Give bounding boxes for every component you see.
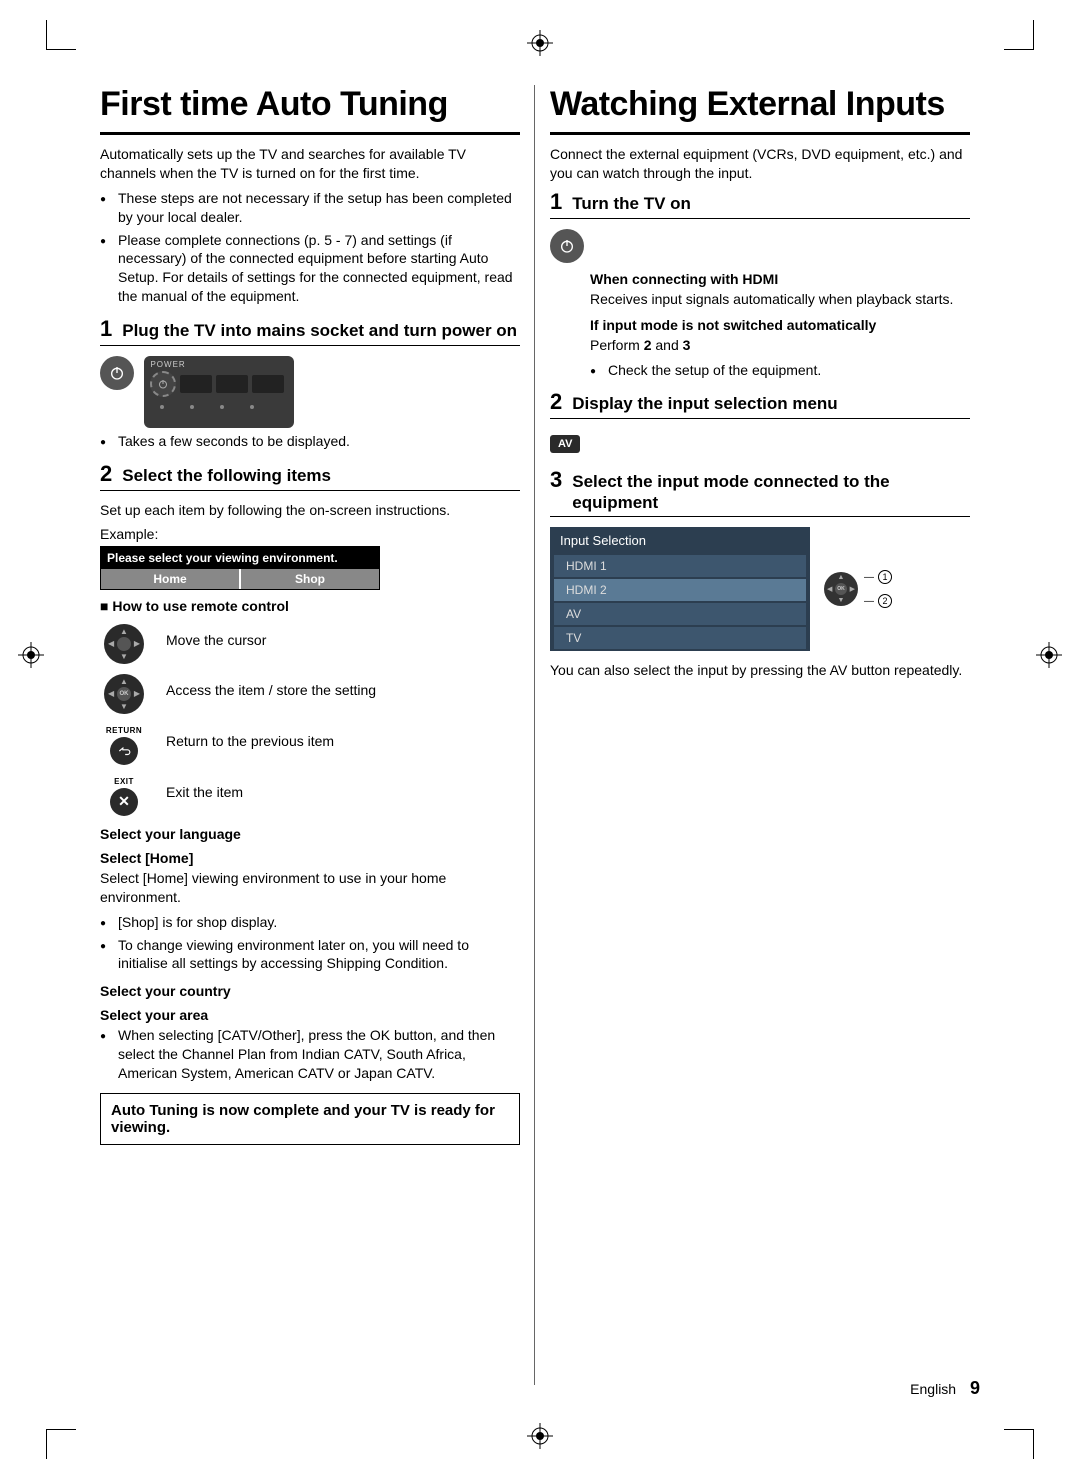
step-title: Turn the TV on (572, 194, 691, 214)
step-number: 1 (550, 189, 562, 215)
list-item: These steps are not necessary if the set… (118, 189, 520, 227)
step-rule (550, 418, 970, 419)
step-number: 2 (550, 389, 562, 415)
list-item: Check the setup of the equipment. (608, 361, 970, 380)
step-heading: 3 Select the input mode connected to the… (550, 467, 970, 513)
remote-desc: Exit the item (166, 783, 243, 802)
step-number: 3 (550, 467, 562, 493)
return-button-icon: RETURN (100, 724, 148, 765)
crop-mark (1004, 20, 1034, 50)
ok-button-icon: ▲▼◀▶OK (100, 674, 148, 714)
body-text: Receives input signals automatically whe… (590, 290, 970, 309)
step-title: Select the following items (122, 466, 331, 486)
registration-mark-icon (18, 642, 44, 668)
env-option-home: Home (101, 569, 241, 589)
registration-mark-icon (527, 30, 553, 56)
exit-button-icon: EXIT ✕ (100, 775, 148, 816)
intro-text: Connect the external equipment (VCRs, DV… (550, 145, 970, 183)
page-number: 9 (970, 1378, 980, 1398)
example-label: Example: (100, 526, 520, 542)
step-heading: 1 Plug the TV into mains socket and turn… (100, 316, 520, 342)
footer-language: English (910, 1381, 956, 1397)
crop-mark (1004, 1429, 1034, 1459)
left-column: First time Auto Tuning Automatically set… (100, 85, 520, 1145)
completion-box: Auto Tuning is now complete and your TV … (100, 1093, 520, 1145)
crop-mark (46, 1429, 76, 1459)
body-text: Set up each item by following the on-scr… (100, 501, 520, 520)
panel-dot (190, 405, 194, 409)
step-heading: 2 Select the following items (100, 461, 520, 487)
callout-number: 2 (878, 594, 892, 608)
step-rule (550, 516, 970, 517)
panel-dot (250, 405, 254, 409)
panel-label: POWER (150, 360, 288, 369)
step-title: Plug the TV into mains socket and turn p… (122, 321, 517, 341)
panel-button (216, 375, 248, 393)
sub-heading: Select your language (100, 826, 520, 842)
sub-heading: When connecting with HDMI (590, 271, 970, 287)
section-title: Watching External Inputs (550, 85, 970, 124)
step-heading: 1 Turn the TV on (550, 189, 970, 215)
heading-rule (550, 132, 970, 135)
sub-heading: How to use remote control (100, 598, 520, 614)
remote-desc: Access the item / store the setting (166, 681, 376, 700)
step-rule (100, 490, 520, 491)
dialog-header: Please select your viewing environment. (101, 547, 379, 569)
step-title: Select the input mode connected to the e… (572, 472, 970, 513)
step-heading: 2 Display the input selection menu (550, 389, 970, 415)
menu-item-selected: HDMI 2 (554, 579, 806, 601)
menu-item: HDMI 1 (554, 555, 806, 577)
dpad-icon: ▲▼◀▶ (100, 624, 148, 664)
list-item: Takes a few seconds to be displayed. (118, 432, 520, 451)
list-item: [Shop] is for shop display. (118, 913, 520, 932)
menu-title: Input Selection (550, 527, 810, 554)
intro-text: Automatically sets up the TV and searche… (100, 145, 520, 183)
sub-heading: If input mode is not switched automatica… (590, 317, 970, 333)
panel-button (180, 375, 212, 393)
list-item: Please complete connections (p. 5 - 7) a… (118, 231, 520, 307)
remote-desc: Move the cursor (166, 631, 266, 650)
crop-mark (46, 20, 76, 50)
env-option-shop: Shop (241, 569, 379, 589)
nav-diagram: ▲ ▼ ◀ ▶ OK —1 —2 (824, 570, 892, 608)
av-button-icon: AV (550, 435, 580, 453)
input-selection-menu: Input Selection HDMI 1 HDMI 2 AV TV (550, 527, 810, 651)
right-column: Watching External Inputs Connect the ext… (550, 85, 970, 1145)
panel-button (252, 375, 284, 393)
list-item: When selecting [CATV/Other], press the O… (118, 1026, 520, 1083)
sub-heading: Select [Home] (100, 850, 520, 866)
page-footer: English 9 (910, 1378, 980, 1399)
registration-mark-icon (527, 1423, 553, 1449)
step-number: 1 (100, 316, 112, 342)
panel-power-button (150, 371, 176, 397)
body-text: You can also select the input by pressin… (550, 661, 970, 680)
viewing-env-dialog: Please select your viewing environment. … (100, 546, 380, 590)
step-rule (550, 218, 970, 219)
step-number: 2 (100, 461, 112, 487)
sub-heading: Select your country (100, 983, 520, 999)
sub-heading: Select your area (100, 1007, 520, 1023)
section-title: First time Auto Tuning (100, 85, 520, 124)
body-text: Perform 2 and 3 (590, 336, 970, 355)
dpad-icon: ▲ ▼ ◀ ▶ OK (824, 572, 858, 606)
tv-power-panel: POWER (144, 356, 294, 428)
heading-rule (100, 132, 520, 135)
step-rule (100, 345, 520, 346)
step-title: Display the input selection menu (572, 394, 837, 414)
power-icon (550, 229, 584, 263)
panel-dot (220, 405, 224, 409)
intro-bullets: These steps are not necessary if the set… (100, 189, 520, 306)
menu-item: AV (554, 603, 806, 625)
list-item: To change viewing environment later on, … (118, 936, 520, 974)
registration-mark-icon (1036, 642, 1062, 668)
power-icon (100, 356, 134, 390)
menu-item: TV (554, 627, 806, 649)
body-text: Select [Home] viewing environment to use… (100, 869, 520, 907)
remote-desc: Return to the previous item (166, 732, 334, 751)
panel-dot (160, 405, 164, 409)
callout-number: 1 (878, 570, 892, 584)
